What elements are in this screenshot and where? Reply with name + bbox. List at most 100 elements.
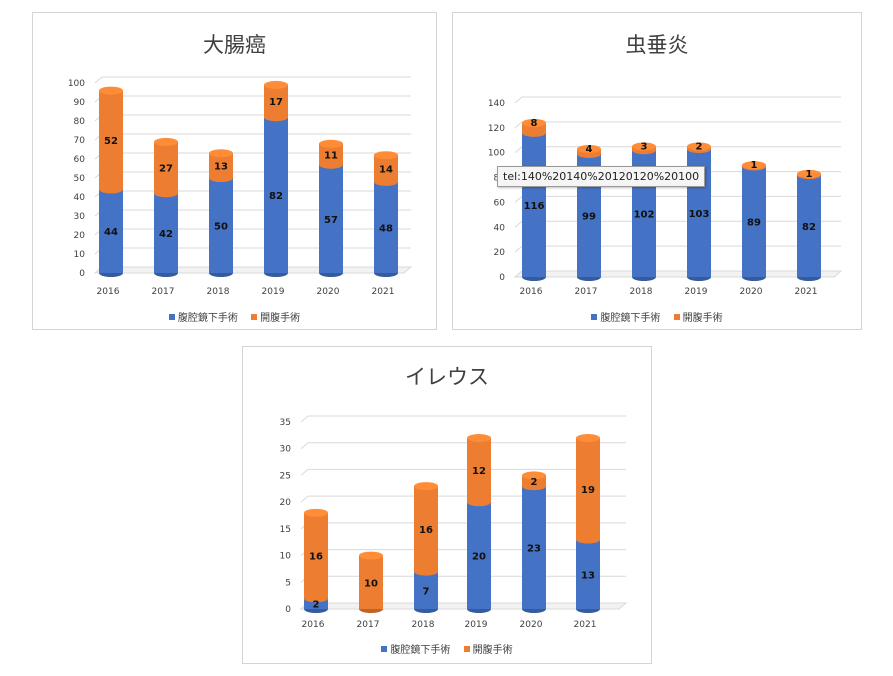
gridline-depth <box>300 415 309 423</box>
gridline-depth <box>514 245 523 253</box>
legend-swatch-blue <box>381 646 388 652</box>
data-label-laparoscopic: 99 <box>582 211 596 222</box>
bar-group: 89 1 <box>742 160 766 281</box>
x-tick-label: 2020 <box>520 620 543 630</box>
data-label-open: 14 <box>379 165 393 176</box>
bar-open <box>209 153 233 178</box>
y-tick-label: 90 <box>74 98 86 108</box>
bar-laparoscopic <box>99 189 123 273</box>
x-tick-label: 2016 <box>520 287 543 297</box>
bar-open-top <box>99 86 123 95</box>
bar-open-top <box>359 551 383 560</box>
data-label-laparoscopic: 44 <box>104 227 118 238</box>
chart-legend: 腹腔鏡下手術 開腹手術 <box>453 309 861 324</box>
data-label-open: 3 <box>641 142 648 153</box>
data-label-open: 2 <box>531 477 538 488</box>
data-label-laparoscopic: 82 <box>269 191 283 202</box>
x-tick-label: 2021 <box>574 620 597 630</box>
bar-group: 42 27 <box>154 137 178 277</box>
bar-laparoscopic <box>154 193 178 273</box>
gridline-depth <box>514 220 523 228</box>
gridline-depth <box>300 495 309 503</box>
gridline-depth <box>514 96 523 104</box>
bar-open-top <box>467 434 491 443</box>
y-tick-label: 80 <box>74 117 86 127</box>
data-label-open: 11 <box>324 150 338 161</box>
legend-item-open: 開腹手術 <box>673 309 723 324</box>
bar-open <box>522 475 546 487</box>
bar-group: 13 19 <box>576 434 600 613</box>
x-tick-label: 2017 <box>357 620 380 630</box>
data-label-open: 19 <box>581 485 595 496</box>
y-tick-label: 20 <box>494 248 506 258</box>
bar-group: 7 16 <box>414 482 438 613</box>
x-tick-label: 2019 <box>262 287 285 297</box>
data-label-laparoscopic: 50 <box>214 222 228 233</box>
x-tick-label: 2016 <box>302 620 325 630</box>
legend-label: 腹腔鏡下手術 <box>600 313 661 324</box>
chart-panel-colorectal: 大腸癌 0 10 20 30 40 50 60 70 80 90 100 2016 2017 2018 20… <box>32 12 437 330</box>
y-tick-label: 35 <box>280 418 291 428</box>
data-label-laparoscopic: 103 <box>689 209 710 220</box>
bar-laparoscopic <box>319 164 343 273</box>
chart-legend: 腹腔鏡下手術 開腹手術 <box>243 641 651 656</box>
bar-open-join <box>414 567 438 576</box>
data-label-laparoscopic: 48 <box>379 223 393 234</box>
bar-group: 82 17 <box>264 80 288 277</box>
chart-title: イレウス <box>405 365 489 389</box>
bar-group: 44 52 <box>99 86 123 277</box>
chart-panel-appendicitis: 虫垂炎 020406080100120140201620172018201920… <box>452 12 862 330</box>
bar-open-top <box>154 137 178 146</box>
bar-group: 57 11 <box>319 139 343 277</box>
gridline-depth <box>514 196 523 203</box>
bar-open-top <box>522 118 546 127</box>
legend-label: 腹腔鏡下手術 <box>177 313 238 324</box>
y-tick-label: 100 <box>488 149 505 159</box>
bar-group: 10 <box>359 551 383 613</box>
y-tick-label: 20 <box>280 498 292 508</box>
bar-open-top <box>374 151 398 160</box>
y-tick-label: 30 <box>280 445 292 455</box>
y-tick-label: 25 <box>280 471 291 481</box>
gridline-depth <box>514 121 523 129</box>
bar-open <box>264 84 288 118</box>
bar-laparoscopic <box>522 486 546 609</box>
legend-item-open: 開腹手術 <box>463 641 513 656</box>
data-label-open: 52 <box>104 136 118 147</box>
bar-open <box>576 438 600 540</box>
bar-open-top <box>742 161 766 170</box>
bar-open-join <box>264 113 288 122</box>
legend-label: 開腹手術 <box>260 313 301 324</box>
bar-open <box>522 122 546 133</box>
bar-open-join <box>304 594 328 603</box>
bar-group: 99 4 <box>577 144 601 281</box>
legend-label: 開腹手術 <box>682 313 723 324</box>
bar-open <box>359 555 383 609</box>
bar-open-join <box>209 174 233 182</box>
bar-open <box>467 438 491 503</box>
y-tick-label: 60 <box>74 155 86 165</box>
data-label-laparoscopic: 23 <box>527 544 541 555</box>
data-label-open: 13 <box>214 162 228 173</box>
legend-label: 腹腔鏡下手術 <box>390 645 451 656</box>
bar-open <box>304 512 328 599</box>
legend-swatch-orange <box>463 646 470 652</box>
bar-laparoscopic <box>576 539 600 609</box>
data-label-open: 4 <box>586 144 593 155</box>
y-tick-label: 100 <box>68 79 85 89</box>
bar-laparoscopic <box>304 598 328 609</box>
y-tick-label: 0 <box>499 273 505 283</box>
bar-open-top <box>797 169 821 178</box>
bar-open <box>319 143 343 165</box>
x-tick-label: 2016 <box>97 287 120 297</box>
data-label-open: 17 <box>269 97 283 108</box>
data-label-open: 16 <box>309 552 323 563</box>
data-label-laparoscopic: 82 <box>802 222 816 233</box>
data-label-open: 8 <box>531 118 538 129</box>
bar-laparoscopic <box>742 166 766 277</box>
x-tick-label: 2021 <box>372 287 395 297</box>
data-label-open: 16 <box>419 525 433 536</box>
bar-open-join <box>374 177 398 186</box>
bar-open-top <box>264 80 288 89</box>
y-tick-label: 40 <box>74 193 86 203</box>
